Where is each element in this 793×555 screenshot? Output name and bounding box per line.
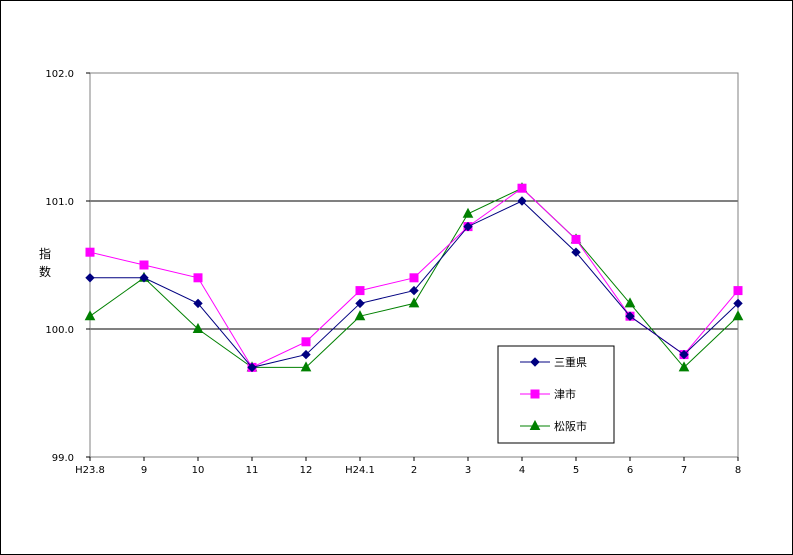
- y-tick-label: 99.0: [52, 453, 74, 464]
- data-point: [300, 361, 312, 372]
- data-point: [571, 247, 581, 257]
- data-point: [355, 286, 365, 296]
- data-point: [193, 273, 203, 283]
- x-tick-label: 10: [192, 465, 205, 476]
- y-tick-label: 101.0: [45, 197, 74, 208]
- data-point: [85, 247, 95, 257]
- data-point: [139, 260, 149, 270]
- data-point: [625, 311, 635, 321]
- x-tick-label: 5: [573, 465, 579, 476]
- legend-label: 津市: [554, 387, 576, 401]
- y-axis-ticks: 99.0 100.0 101.0 102.0: [45, 69, 90, 464]
- x-tick-label: 7: [681, 465, 687, 476]
- legend-marker: [530, 389, 540, 399]
- data-point: [462, 207, 474, 218]
- x-tick-label: 3: [465, 465, 471, 476]
- data-point: [732, 310, 744, 321]
- data-point: [192, 322, 204, 333]
- data-point: [463, 221, 473, 232]
- data-point: [85, 273, 95, 283]
- y-tick-label: 102.0: [45, 69, 74, 80]
- data-point: [193, 298, 203, 309]
- data-point: [733, 286, 743, 296]
- data-point: [517, 196, 527, 206]
- x-tick-label: 2: [411, 465, 417, 476]
- data-point: [517, 183, 527, 193]
- x-tick-label: 11: [246, 465, 259, 476]
- x-tick-label: H24.1: [345, 465, 375, 476]
- data-point: [301, 337, 311, 347]
- legend-label: 三重県: [554, 355, 587, 369]
- x-tick-label: 4: [519, 465, 525, 476]
- data-point: [409, 285, 419, 296]
- data-point: [571, 234, 581, 244]
- data-point: [408, 297, 420, 308]
- series-2: [85, 183, 743, 372]
- data-point: [679, 349, 689, 360]
- legend-box: [497, 345, 615, 444]
- data-point: [409, 273, 419, 283]
- legend-marker: [529, 419, 541, 430]
- grid-lines: [90, 200, 738, 330]
- y-axis-label-char: 指: [39, 246, 51, 261]
- series-lines: [84, 182, 744, 373]
- data-point: [733, 298, 743, 309]
- data-point: [624, 297, 636, 308]
- data-point: [678, 361, 690, 372]
- data-point: [354, 310, 366, 321]
- y-tick-label: 100.0: [45, 325, 74, 336]
- x-tick-label: 8: [735, 465, 741, 476]
- data-point: [247, 362, 257, 373]
- x-tick-label: 12: [300, 465, 313, 476]
- legend-label: 松阪市: [554, 419, 587, 433]
- x-axis-ticks: H23.8 9 10 11 12 H24.1 2 3 4 5 6 7 8: [75, 457, 741, 476]
- series-1: [85, 196, 743, 373]
- data-point: [84, 310, 96, 321]
- x-tick-label: 6: [627, 465, 633, 476]
- data-point: [139, 273, 149, 283]
- data-point: [301, 349, 311, 360]
- x-tick-label: H23.8: [75, 465, 105, 476]
- legend-marker: [530, 357, 540, 367]
- data-point: [355, 298, 365, 309]
- y-axis-label: 指数: [39, 246, 51, 279]
- y-axis-label-char: 数: [39, 264, 51, 279]
- series-line: [90, 200, 739, 368]
- series-3: [84, 182, 744, 372]
- plot-area: [89, 72, 739, 458]
- x-tick-label: 9: [141, 465, 147, 476]
